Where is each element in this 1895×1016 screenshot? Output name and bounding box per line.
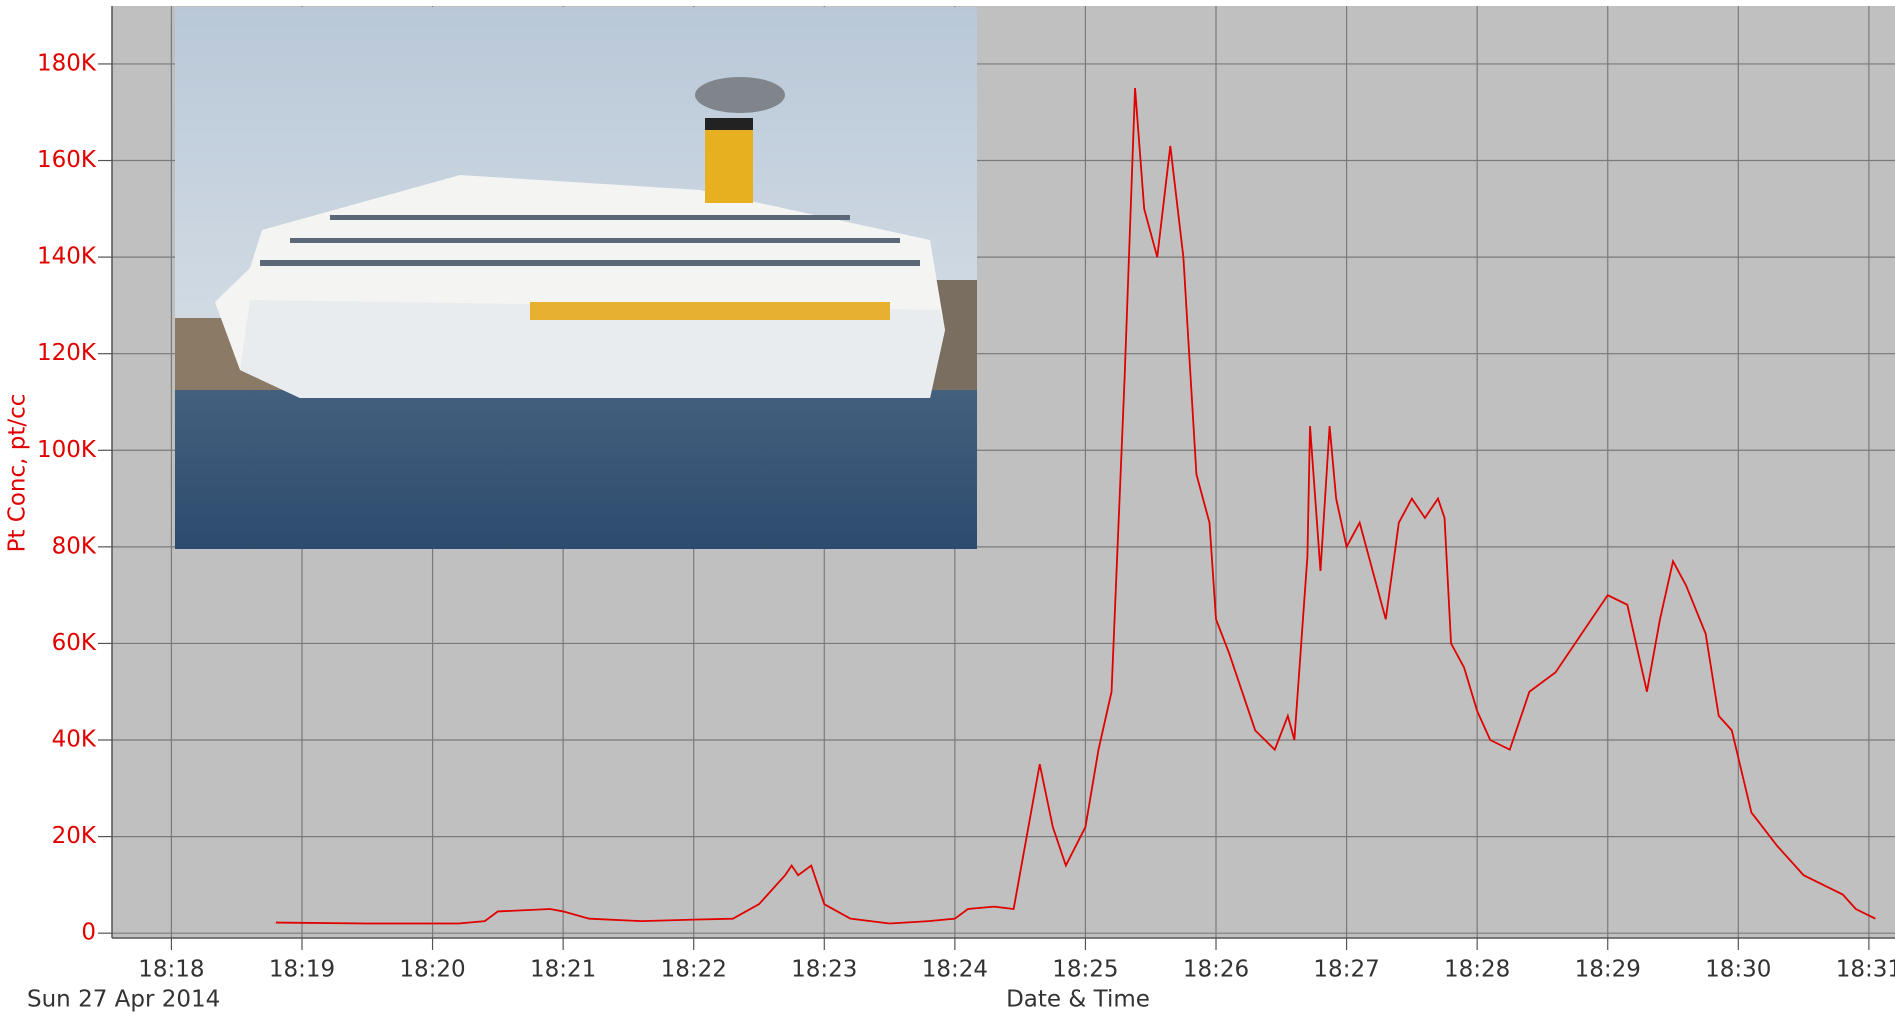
data-line [275,88,1876,925]
y-tick-label: 120K [37,340,97,366]
x-tick-label: 18:31 [1836,957,1895,983]
y-axis-title: Pt Conc, pt/cc [5,394,31,553]
x-axis-title: Date & Time [1006,987,1150,1013]
y-tick-label: 180K [37,50,97,76]
y-tick-label: 20K [52,823,97,849]
y-tick-label: 0 [81,920,96,946]
y-tick-label: 60K [52,630,97,656]
date-label: Sun 27 Apr 2014 [27,987,220,1013]
x-tick-label: 18:27 [1313,957,1379,983]
x-tick-label: 18:21 [530,957,596,983]
y-tick-label: 140K [37,244,97,270]
x-tick-label: 18:26 [1183,957,1249,983]
x-tick-label: 18:24 [922,957,988,983]
x-tick-label: 18:23 [791,957,857,983]
y-tick-label: 40K [52,727,97,753]
y-tick-label: 80K [52,533,97,559]
x-tick-label: 18:29 [1575,957,1641,983]
x-tick-label: 18:25 [1052,957,1118,983]
x-tick-label: 18:19 [269,957,335,983]
ship-photo [175,7,977,549]
x-tick-label: 18:18 [138,957,204,983]
x-tick-label: 18:20 [399,957,465,983]
y-tick-label: 100K [37,437,97,463]
x-tick-label: 18:30 [1705,957,1771,983]
y-tick-label: 160K [37,147,97,173]
x-tick-label: 18:22 [661,957,727,983]
x-tick-label: 18:28 [1444,957,1510,983]
